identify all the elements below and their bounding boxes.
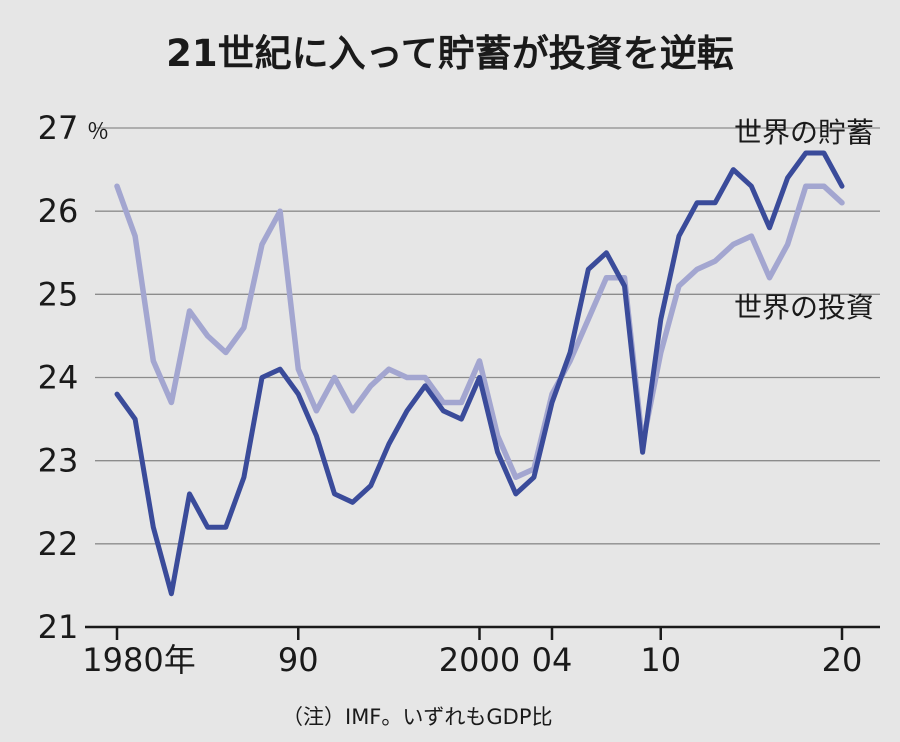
y-tick-label: 21 bbox=[38, 608, 79, 646]
chart-title: 21世紀に入って貯蓄が投資を逆転 bbox=[166, 32, 734, 75]
x-tick-label: 10 bbox=[640, 641, 681, 679]
grid-lines bbox=[85, 127, 880, 629]
series-label-savings: 世界の貯蓄 bbox=[734, 116, 874, 149]
y-tick-label: 24 bbox=[38, 359, 79, 397]
x-tick-label: 2000 bbox=[439, 641, 520, 679]
x-tick-label: 1980年 bbox=[82, 641, 195, 679]
x-tick-label: 20 bbox=[822, 641, 863, 679]
series-lines bbox=[114, 150, 845, 597]
x-tick-label: 04 bbox=[532, 641, 573, 679]
y-tick-label: 23 bbox=[38, 442, 79, 480]
series-line-investment bbox=[114, 183, 845, 481]
x-tick-label: 90 bbox=[278, 641, 319, 679]
y-tick-label: 27 bbox=[38, 109, 79, 147]
y-unit-label: ％ bbox=[87, 120, 109, 145]
x-tick-labels: 1980年 90 2000 04 10 20 bbox=[82, 627, 862, 679]
y-tick-labels: 21 22 23 24 25 26 27 bbox=[38, 109, 79, 646]
series-line-savings bbox=[114, 150, 845, 597]
series-label-investment: 世界の投資 bbox=[734, 291, 874, 324]
y-tick-label: 25 bbox=[38, 275, 79, 313]
y-tick-label: 22 bbox=[38, 525, 79, 563]
footnote: （注）IMF。いずれもGDP比 bbox=[282, 705, 553, 729]
y-tick-label: 26 bbox=[38, 192, 79, 230]
